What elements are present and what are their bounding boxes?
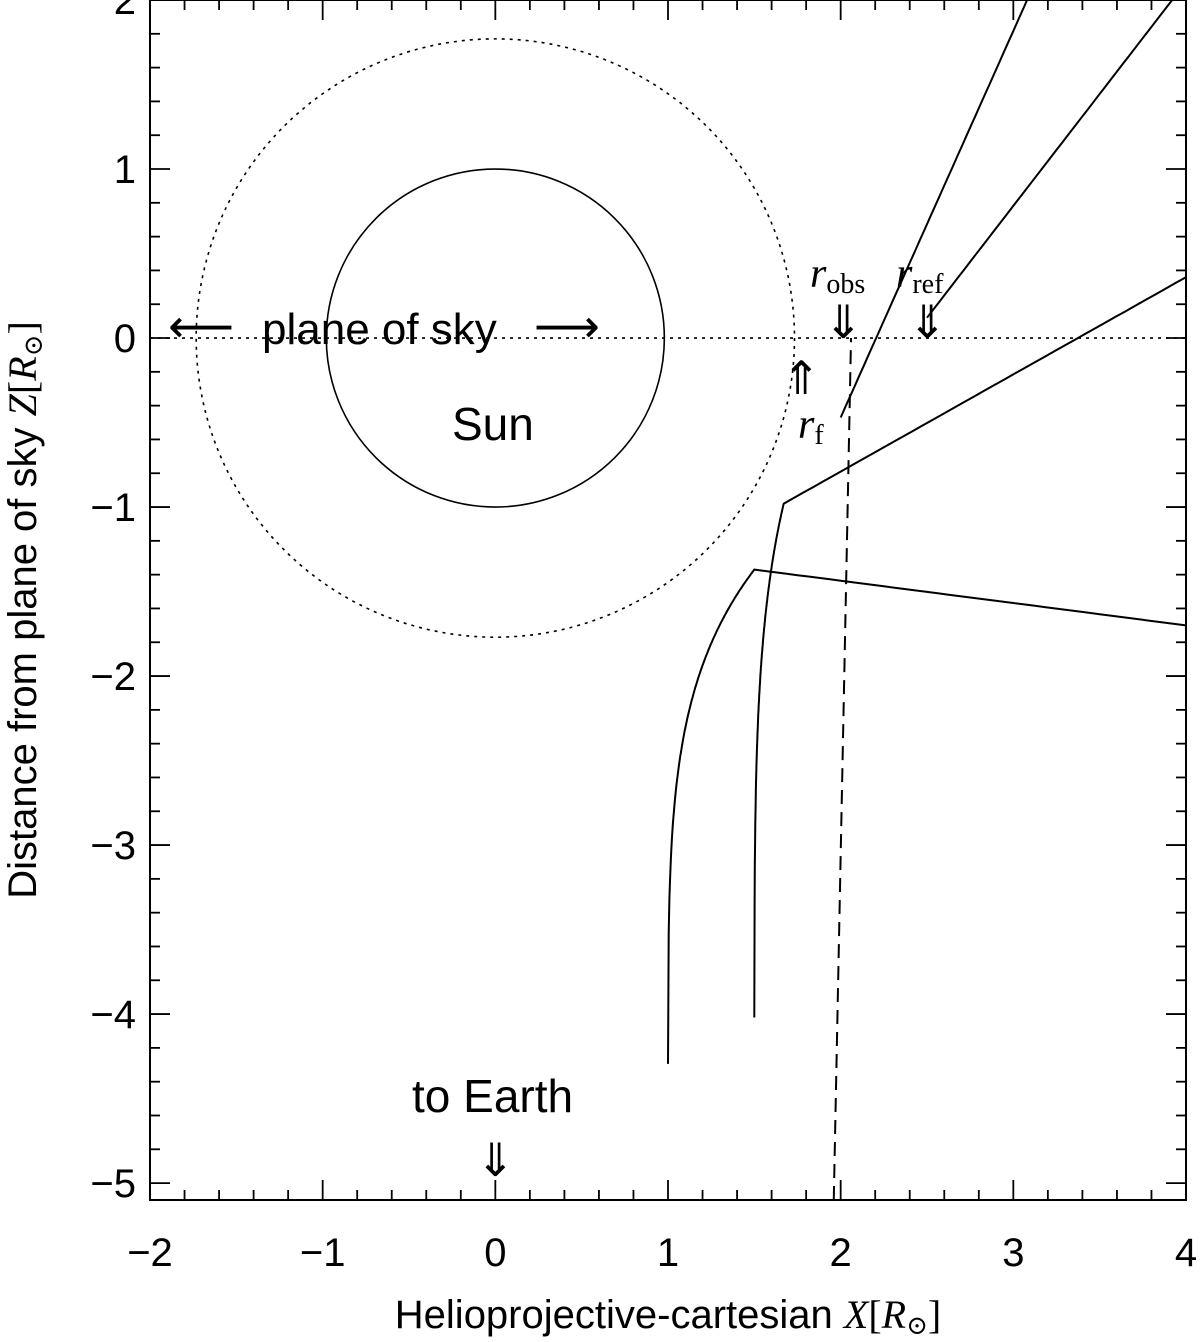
x-axis-label: Helioprojective-cartesian X[R⊙] <box>395 1292 941 1340</box>
ray-paths <box>667 0 1187 1064</box>
ray-path-1 <box>667 568 1187 1064</box>
y-tick-labels: 2 1 0 −1 −2 −3 −4 −5 <box>90 0 136 1206</box>
plane-of-sky-label: plane of sky <box>262 305 497 354</box>
x-tick-label: 1 <box>657 1231 679 1275</box>
to-earth-label: to Earth <box>412 1070 573 1122</box>
sun-label: Sun <box>452 398 534 450</box>
y-tick-label: −1 <box>90 486 136 530</box>
x-tick-label: 3 <box>1002 1231 1024 1275</box>
sun-disk <box>325 168 666 508</box>
y-tick-label: −4 <box>90 993 136 1037</box>
r-obs-arrow: ⇓ <box>824 296 863 348</box>
y-axis-label: Distance from plane of sky Z[R⊙] <box>0 321 48 899</box>
r-f-arrow: ⇑ <box>782 352 821 404</box>
y-tick-label: 0 <box>114 317 136 361</box>
r-f-label: rf <box>798 402 824 451</box>
r-obs-label: robs <box>810 251 865 300</box>
plane-of-sky-left-arrow: ⟵ <box>168 300 234 352</box>
x-tick-label: 4 <box>1175 1231 1197 1275</box>
ray-path-2 <box>753 276 1187 1018</box>
y-tick-label: −3 <box>90 824 136 868</box>
x-tick-label: 2 <box>830 1231 852 1275</box>
axis-ticks <box>149 0 1187 1200</box>
y-tick-label: −5 <box>90 1162 136 1206</box>
x-tick-labels: −2 −1 0 1 2 3 4 <box>127 1231 1197 1275</box>
ray-path-4 <box>926 0 1173 319</box>
to-earth-arrow: ⇓ <box>476 1134 515 1186</box>
y-tick-label: −2 <box>90 655 136 699</box>
dotted-circle <box>195 38 796 638</box>
x-tick-label: −1 <box>300 1231 346 1275</box>
r-obs-dashed-line <box>832 338 853 1201</box>
ray-path-3 <box>839 0 1029 418</box>
y-tick-label: 2 <box>114 0 136 23</box>
r-ref-label: rref <box>896 251 944 300</box>
y-tick-label: 1 <box>114 148 136 192</box>
r-ref-arrow: ⇓ <box>908 296 947 348</box>
plane-of-sky-right-arrow: ⟶ <box>534 300 600 352</box>
x-tick-label: 0 <box>484 1231 506 1275</box>
x-tick-label: −2 <box>127 1231 173 1275</box>
